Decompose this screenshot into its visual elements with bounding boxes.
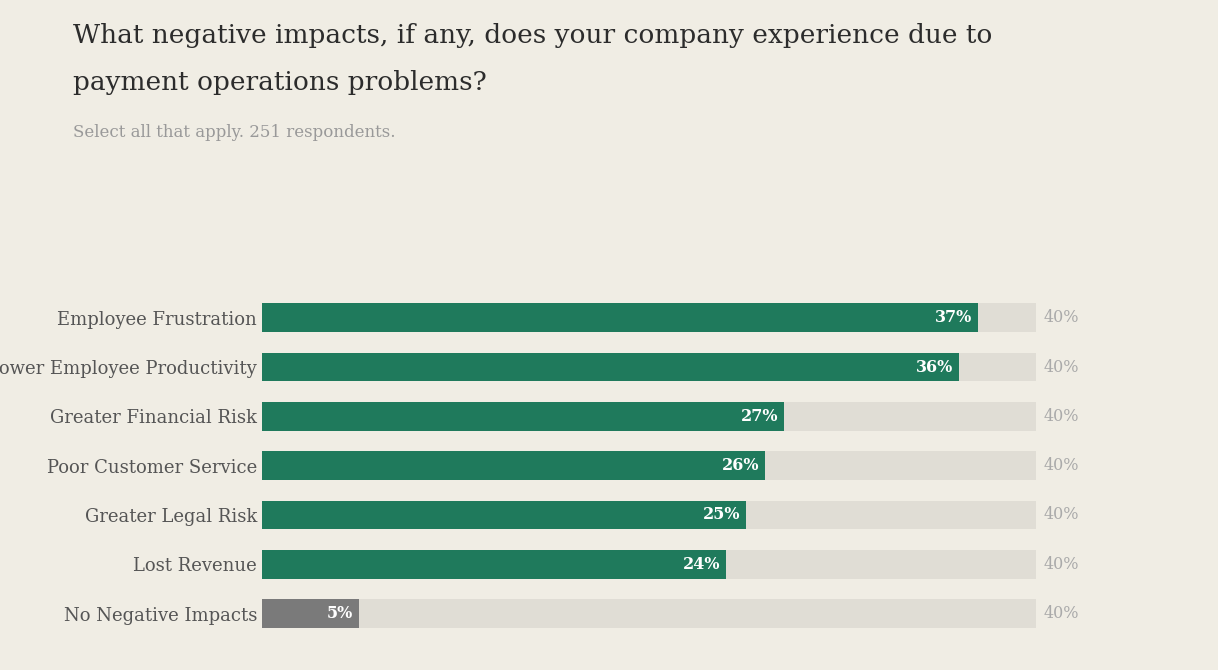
- Text: 5%: 5%: [326, 605, 353, 622]
- Text: 40%: 40%: [1044, 358, 1079, 375]
- Bar: [262, 599, 358, 628]
- Bar: [262, 352, 1037, 381]
- Text: 40%: 40%: [1044, 309, 1079, 326]
- Text: 40%: 40%: [1044, 605, 1079, 622]
- Bar: [262, 304, 1037, 332]
- Text: 27%: 27%: [741, 408, 778, 425]
- Text: 25%: 25%: [703, 507, 739, 523]
- Bar: [262, 452, 1037, 480]
- Text: 40%: 40%: [1044, 507, 1079, 523]
- Bar: [262, 452, 765, 480]
- Text: 40%: 40%: [1044, 408, 1079, 425]
- Text: 26%: 26%: [722, 457, 759, 474]
- Bar: [262, 500, 1037, 529]
- Text: payment operations problems?: payment operations problems?: [73, 70, 487, 95]
- Bar: [262, 550, 1037, 579]
- Bar: [262, 352, 959, 381]
- Bar: [262, 550, 726, 579]
- Bar: [262, 402, 1037, 431]
- Bar: [262, 500, 745, 529]
- Text: 36%: 36%: [916, 358, 952, 375]
- Bar: [262, 599, 1037, 628]
- Text: 40%: 40%: [1044, 457, 1079, 474]
- Text: Select all that apply. 251 respondents.: Select all that apply. 251 respondents.: [73, 124, 396, 141]
- Text: 24%: 24%: [683, 556, 721, 573]
- Text: 37%: 37%: [935, 309, 972, 326]
- Text: 40%: 40%: [1044, 556, 1079, 573]
- Bar: [262, 402, 784, 431]
- Text: What negative impacts, if any, does your company experience due to: What negative impacts, if any, does your…: [73, 23, 993, 48]
- Bar: [262, 304, 978, 332]
